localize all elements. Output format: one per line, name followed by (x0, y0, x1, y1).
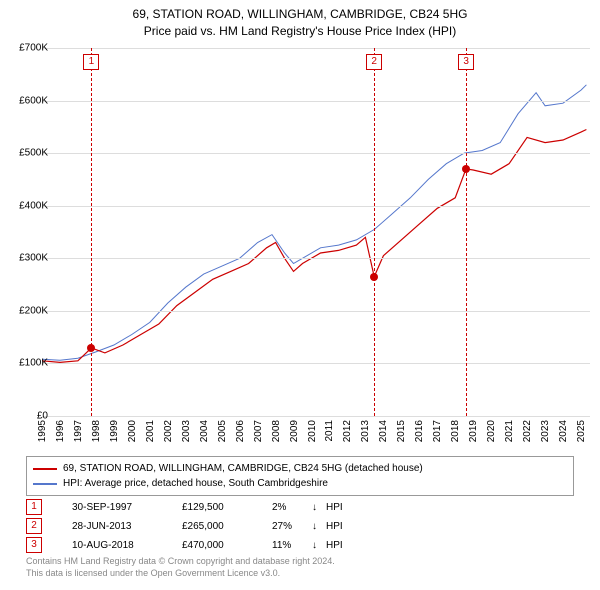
chart-lines (42, 48, 590, 416)
event-suffix: HPI (326, 540, 343, 551)
event-vline (91, 48, 92, 416)
x-axis-label: 2001 (145, 420, 156, 442)
y-axis-label: £700K (19, 43, 48, 54)
legend-row-hpi: HPI: Average price, detached house, Sout… (33, 476, 567, 491)
x-axis-label: 2010 (307, 420, 318, 442)
event-date: 30-SEP-1997 (72, 502, 182, 513)
x-axis-label: 2019 (468, 420, 479, 442)
x-axis-label: 2014 (378, 420, 389, 442)
x-axis-label: 2023 (540, 420, 551, 442)
event-pct: 2% (272, 502, 312, 513)
gridline-h (42, 48, 590, 49)
x-axis-label: 2018 (450, 420, 461, 442)
events-table: 130-SEP-1997£129,5002%↓HPI228-JUN-2013£2… (26, 496, 574, 556)
y-axis-label: £500K (19, 148, 48, 159)
event-dot (370, 273, 378, 281)
plot-area (42, 48, 590, 416)
event-price: £265,000 (182, 521, 272, 532)
x-axis-label: 2004 (199, 420, 210, 442)
event-vline (374, 48, 375, 416)
x-axis-label: 2024 (558, 420, 569, 442)
event-vline (466, 48, 467, 416)
event-pct: 27% (272, 521, 312, 532)
x-axis-label: 2007 (253, 420, 264, 442)
x-axis-label: 2012 (342, 420, 353, 442)
x-axis-label: 2017 (432, 420, 443, 442)
x-axis-label: 2025 (576, 420, 587, 442)
event-price: £470,000 (182, 540, 272, 551)
event-marker: 3 (458, 54, 474, 70)
x-axis-label: 2002 (163, 420, 174, 442)
event-marker: 1 (83, 54, 99, 70)
legend: 69, STATION ROAD, WILLINGHAM, CAMBRIDGE,… (26, 456, 574, 496)
series-line (42, 85, 586, 361)
gridline-h (42, 153, 590, 154)
event-row: 2 28-JUN-2013£265,00027%↓HPI (26, 518, 574, 534)
event-row-marker: 2 (26, 518, 42, 534)
event-row: 1 30-SEP-1997£129,5002%↓HPI (26, 499, 574, 515)
footer: Contains HM Land Registry data © Crown c… (26, 556, 335, 579)
arrow-down-icon: ↓ (312, 502, 326, 513)
x-axis-label: 2015 (396, 420, 407, 442)
event-date: 10-AUG-2018 (72, 540, 182, 551)
price-chart: 69, STATION ROAD, WILLINGHAM, CAMBRIDGE,… (0, 0, 600, 590)
x-axis-label: 2009 (289, 420, 300, 442)
x-axis-label: 2003 (181, 420, 192, 442)
legend-label-hpi: HPI: Average price, detached house, Sout… (63, 476, 328, 491)
x-axis-label: 2006 (235, 420, 246, 442)
x-axis-label: 2011 (324, 420, 335, 442)
title-subtitle: Price paid vs. HM Land Registry's House … (0, 23, 600, 40)
arrow-down-icon: ↓ (312, 540, 326, 551)
legend-row-property: 69, STATION ROAD, WILLINGHAM, CAMBRIDGE,… (33, 461, 567, 476)
gridline-h (42, 258, 590, 259)
y-axis-label: £200K (19, 305, 48, 316)
x-axis-label: 2000 (127, 420, 138, 442)
x-axis-label: 2022 (522, 420, 533, 442)
x-axis-label: 2016 (414, 420, 425, 442)
event-dot (462, 165, 470, 173)
x-axis-label: 2008 (271, 420, 282, 442)
y-axis-label: £100K (19, 358, 48, 369)
event-pct: 11% (272, 540, 312, 551)
legend-swatch-hpi (33, 483, 57, 485)
x-axis-label: 2013 (360, 420, 371, 442)
x-axis-label: 2005 (217, 420, 228, 442)
event-marker: 2 (366, 54, 382, 70)
x-axis-label: 1995 (37, 420, 48, 442)
gridline-h (42, 363, 590, 364)
y-axis-label: £600K (19, 95, 48, 106)
gridline-h (42, 311, 590, 312)
legend-swatch-property (33, 468, 57, 470)
event-row: 3 10-AUG-2018£470,00011%↓HPI (26, 537, 574, 553)
chart-title: 69, STATION ROAD, WILLINGHAM, CAMBRIDGE,… (0, 0, 600, 40)
x-axis-label: 1997 (73, 420, 84, 442)
event-date: 28-JUN-2013 (72, 521, 182, 532)
x-axis-label: 2020 (486, 420, 497, 442)
gridline-h (42, 206, 590, 207)
x-axis-label: 1999 (109, 420, 120, 442)
event-row-marker: 1 (26, 499, 42, 515)
event-suffix: HPI (326, 521, 343, 532)
series-line (42, 130, 586, 363)
y-axis-label: £400K (19, 200, 48, 211)
footer-line2: This data is licensed under the Open Gov… (26, 568, 335, 580)
footer-line1: Contains HM Land Registry data © Crown c… (26, 556, 335, 568)
x-axis-label: 1998 (91, 420, 102, 442)
event-row-marker: 3 (26, 537, 42, 553)
arrow-down-icon: ↓ (312, 521, 326, 532)
gridline-h (42, 416, 590, 417)
legend-label-property: 69, STATION ROAD, WILLINGHAM, CAMBRIDGE,… (63, 461, 423, 476)
x-axis-label: 1996 (55, 420, 66, 442)
event-dot (87, 344, 95, 352)
event-suffix: HPI (326, 502, 343, 513)
event-price: £129,500 (182, 502, 272, 513)
title-address: 69, STATION ROAD, WILLINGHAM, CAMBRIDGE,… (0, 6, 600, 23)
y-axis-label: £300K (19, 253, 48, 264)
gridline-h (42, 101, 590, 102)
x-axis-label: 2021 (504, 420, 515, 442)
